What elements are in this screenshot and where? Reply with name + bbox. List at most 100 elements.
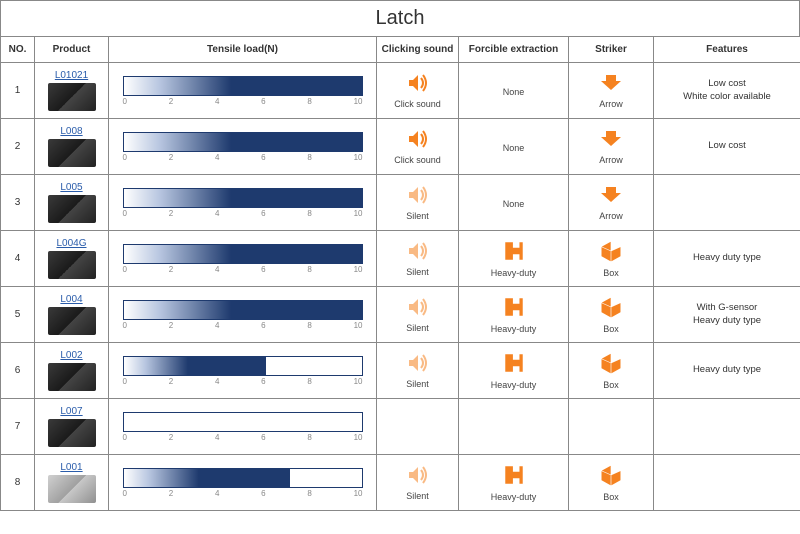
- striker-icon: [598, 295, 624, 322]
- col-striker: Striker: [569, 37, 654, 63]
- table-row: 1 L01021 0246810 Click sound None: [1, 63, 800, 119]
- sound-icon: [405, 184, 431, 209]
- forcible-label: None: [503, 143, 525, 153]
- cell-features: [654, 455, 800, 511]
- col-no: NO.: [1, 37, 35, 63]
- table-row: 5 L004 0246810 Silent Heavy-duty: [1, 287, 800, 343]
- cell-tensile: 0246810: [109, 231, 377, 287]
- cell-features: Low costWhite color available: [654, 63, 800, 119]
- product-thumb: [48, 139, 96, 167]
- striker-icon: [599, 72, 623, 97]
- cell-no: 8: [1, 455, 35, 511]
- product-code[interactable]: L01021: [37, 70, 106, 81]
- col-features: Features: [654, 37, 800, 63]
- cell-features: Heavy duty type: [654, 231, 800, 287]
- forcible-label: Heavy-duty: [491, 324, 537, 334]
- product-code[interactable]: L004: [37, 294, 106, 305]
- cell-clicking: [377, 399, 459, 455]
- striker-icon: [599, 184, 623, 209]
- latch-table: NO. Product Tensile load(N) Clicking sou…: [0, 36, 800, 511]
- cell-no: 5: [1, 287, 35, 343]
- cell-product: L005: [35, 175, 109, 231]
- striker-label: Arrow: [599, 99, 623, 109]
- table-row: 8 L001 0246810 Silent Heavy-duty: [1, 455, 800, 511]
- cell-tensile: 0246810: [109, 287, 377, 343]
- sound-label: Silent: [406, 323, 429, 333]
- striker-label: Box: [603, 324, 619, 334]
- product-code[interactable]: L001: [37, 462, 106, 473]
- table-row: 4 L004G 0246810 Silent Heavy-duty: [1, 231, 800, 287]
- cell-striker: Arrow: [569, 63, 654, 119]
- product-thumb: [48, 251, 96, 279]
- striker-icon: [598, 351, 624, 378]
- tensile-bar: 0246810: [123, 244, 363, 274]
- product-code[interactable]: L002: [37, 350, 106, 361]
- cell-no: 1: [1, 63, 35, 119]
- cell-striker: Box: [569, 231, 654, 287]
- header-row: NO. Product Tensile load(N) Clicking sou…: [1, 37, 800, 63]
- sound-label: Silent: [406, 491, 429, 501]
- product-code[interactable]: L007: [37, 406, 106, 417]
- cell-product: L007: [35, 399, 109, 455]
- striker-icon: [598, 239, 624, 266]
- cell-striker: [569, 399, 654, 455]
- striker-label: Arrow: [599, 211, 623, 221]
- forcible-label: Heavy-duty: [491, 492, 537, 502]
- striker-label: Arrow: [599, 155, 623, 165]
- col-forcible: Forcible extraction: [459, 37, 569, 63]
- sound-icon: [405, 128, 431, 153]
- product-thumb: [48, 363, 96, 391]
- cell-forcible: Heavy-duty: [459, 343, 569, 399]
- cell-forcible: Heavy-duty: [459, 287, 569, 343]
- forcible-label: Heavy-duty: [491, 380, 537, 390]
- cell-tensile: 0246810: [109, 399, 377, 455]
- table-row: 6 L002 0246810 Silent Heavy-duty: [1, 343, 800, 399]
- tensile-bar: 0246810: [123, 300, 363, 330]
- striker-icon: [598, 463, 624, 490]
- sound-label: Click sound: [394, 99, 441, 109]
- product-code[interactable]: L005: [37, 182, 106, 193]
- forcible-icon: [500, 239, 528, 266]
- cell-clicking: Silent: [377, 287, 459, 343]
- cell-no: 4: [1, 231, 35, 287]
- product-thumb: [48, 419, 96, 447]
- forcible-icon: [500, 351, 528, 378]
- forcible-label: None: [503, 87, 525, 97]
- cell-tensile: 0246810: [109, 455, 377, 511]
- forcible-label: None: [503, 199, 525, 209]
- cell-no: 6: [1, 343, 35, 399]
- sound-icon: [405, 464, 431, 489]
- striker-label: Box: [603, 268, 619, 278]
- cell-features: [654, 175, 800, 231]
- sound-label: Silent: [406, 379, 429, 389]
- col-clicking: Clicking sound: [377, 37, 459, 63]
- cell-clicking: Silent: [377, 455, 459, 511]
- forcible-icon: [500, 463, 528, 490]
- cell-no: 2: [1, 119, 35, 175]
- cell-forcible: None: [459, 63, 569, 119]
- cell-tensile: 0246810: [109, 119, 377, 175]
- cell-features: Low cost: [654, 119, 800, 175]
- cell-striker: Arrow: [569, 119, 654, 175]
- cell-forcible: None: [459, 175, 569, 231]
- product-code[interactable]: L004G: [37, 238, 106, 249]
- sound-icon: [405, 72, 431, 97]
- tensile-bar: 0246810: [123, 132, 363, 162]
- cell-tensile: 0246810: [109, 63, 377, 119]
- cell-forcible: Heavy-duty: [459, 455, 569, 511]
- tensile-bar: 0246810: [123, 188, 363, 218]
- cell-striker: Box: [569, 287, 654, 343]
- cell-striker: Box: [569, 455, 654, 511]
- sound-icon: [405, 240, 431, 265]
- product-thumb: [48, 195, 96, 223]
- striker-label: Box: [603, 492, 619, 502]
- tensile-bar: 0246810: [123, 468, 363, 498]
- cell-no: 3: [1, 175, 35, 231]
- cell-striker: Box: [569, 343, 654, 399]
- sound-label: Click sound: [394, 155, 441, 165]
- cell-features: With G-sensorHeavy duty type: [654, 287, 800, 343]
- product-thumb: [48, 83, 96, 111]
- product-thumb: [48, 475, 96, 503]
- product-code[interactable]: L008: [37, 126, 106, 137]
- cell-forcible: None: [459, 119, 569, 175]
